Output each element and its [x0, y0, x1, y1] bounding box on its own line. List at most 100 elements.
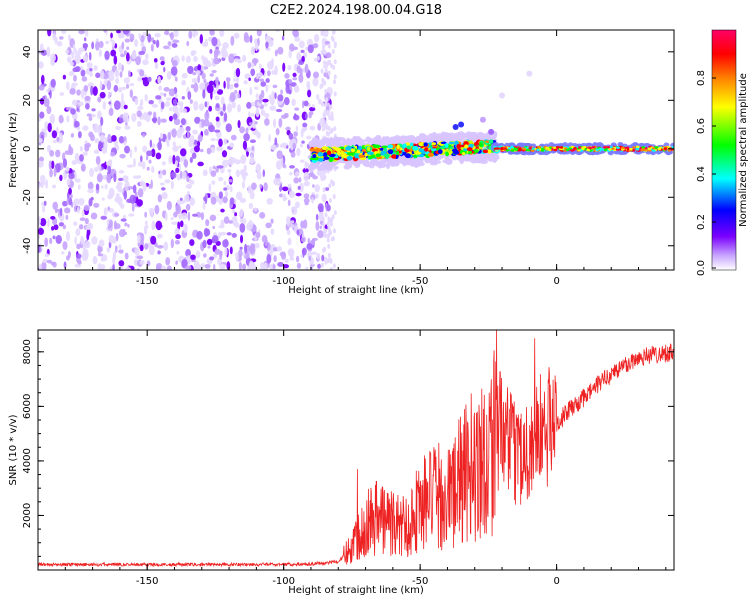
heatmap-cell	[451, 148, 458, 153]
heatmap-cell	[477, 132, 484, 138]
heatmap-cell	[124, 252, 129, 260]
heatmap-cell	[108, 101, 112, 105]
heatmap-cell	[163, 87, 170, 92]
heatmap-cell	[110, 32, 113, 39]
heatmap-cell	[309, 157, 315, 161]
heatmap-cell	[72, 43, 76, 52]
heatmap-cell	[359, 160, 366, 164]
heatmap-cell	[192, 213, 198, 217]
heatmap-cell	[321, 146, 328, 151]
heatmap-cell	[144, 243, 149, 250]
heatmap-cell	[107, 206, 111, 211]
heatmap-cell	[222, 239, 229, 248]
heatmap-cell	[139, 259, 145, 265]
heatmap-cell	[292, 77, 298, 81]
heatmap-cell	[199, 148, 204, 153]
heatmap-cell	[250, 68, 256, 77]
heatmap-cell	[156, 244, 164, 249]
heatmap-cell	[74, 53, 81, 64]
heatmap-cell	[320, 176, 324, 182]
heatmap-cell	[53, 224, 59, 231]
heatmap-cell	[281, 35, 285, 41]
heatmap-cell	[211, 180, 216, 185]
heatmap-cell	[345, 140, 351, 145]
heatmap-cell	[272, 264, 276, 270]
heatmap-cell	[107, 133, 112, 144]
heatmap-cell	[80, 235, 85, 245]
heatmap-cell	[333, 210, 337, 216]
heatmap-cell	[293, 131, 298, 137]
heatmap-cell	[202, 253, 207, 258]
heatmap-cell	[150, 235, 157, 245]
heatmap-cell	[142, 145, 148, 153]
heatmap-cell	[316, 252, 321, 260]
heatmap-cell	[620, 146, 625, 150]
heatmap-cell	[116, 30, 121, 34]
heatmap-cell	[220, 208, 225, 213]
heatmap-cell	[123, 104, 128, 110]
heatmap-frame	[37, 29, 675, 271]
heatmap-cell	[479, 142, 483, 147]
heatmap-cell	[318, 98, 322, 105]
heatmap-cell	[224, 247, 228, 257]
heatmap-cell	[145, 225, 149, 229]
heatmap-cell	[201, 55, 205, 61]
heatmap-cell	[111, 39, 116, 48]
heatmap-cell	[324, 89, 328, 95]
heatmap-cell	[292, 46, 299, 51]
heatmap-cell	[207, 245, 211, 249]
heatmap-cell	[169, 107, 173, 112]
heatmap-cell	[117, 189, 124, 193]
heatmap-cell	[166, 141, 170, 147]
heatmap-cell	[291, 98, 296, 107]
heatmap-cell	[317, 55, 320, 61]
heatmap-cell	[208, 105, 213, 112]
heatmap-cell	[124, 145, 130, 154]
heatmap-cell	[193, 82, 199, 93]
heatmap-cell	[134, 146, 138, 153]
heatmap-cell	[166, 265, 172, 270]
heatmap-cell	[325, 125, 329, 131]
heatmap-cell	[303, 181, 311, 187]
heatmap-cell	[93, 202, 100, 208]
heatmap-cell	[400, 159, 408, 164]
heatmap-cell	[156, 233, 163, 239]
heatmap-cell	[160, 265, 167, 270]
heatmap-cell	[480, 155, 488, 161]
heatmap-cell	[116, 144, 120, 151]
colorbar-tick-label: 0.6	[696, 118, 707, 134]
heatmap-cell	[49, 237, 53, 245]
heatmap-cell	[118, 118, 124, 123]
heatmap-cell	[273, 255, 277, 263]
heatmap-cell	[190, 84, 195, 89]
heatmap-cell	[39, 174, 46, 182]
heatmap-cell	[308, 256, 312, 261]
heatmap-cell	[470, 158, 478, 164]
heatmap-cell	[225, 123, 232, 133]
heatmap-cell	[58, 114, 64, 124]
heatmap-cell	[211, 235, 219, 243]
heatmap-cell	[237, 119, 241, 129]
heatmap-cell	[281, 193, 287, 198]
heatmap-cell	[264, 118, 270, 126]
heatmap-cell	[559, 146, 564, 149]
heatmap-cell	[213, 57, 220, 65]
heatmap-cell	[266, 198, 273, 205]
heatmap-cell	[517, 149, 522, 152]
heatmap-cell	[265, 35, 271, 43]
heatmap-cell	[526, 70, 533, 77]
heatmap-cell	[209, 256, 215, 261]
heatmap-cell	[308, 106, 316, 112]
heatmap-cell	[568, 147, 572, 150]
heatmap-cell	[456, 143, 461, 150]
heatmap-cell	[289, 250, 294, 260]
heatmap-cell	[309, 148, 316, 152]
heatmap-cell	[318, 148, 323, 152]
heatmap-cell	[186, 175, 190, 183]
heatmap-cell	[294, 36, 301, 42]
heatmap-cell	[250, 101, 256, 107]
heatmap-cell	[175, 160, 179, 167]
heatmap-cell	[147, 33, 152, 43]
heatmap-cell	[142, 59, 149, 66]
heatmap-cell	[177, 221, 181, 231]
